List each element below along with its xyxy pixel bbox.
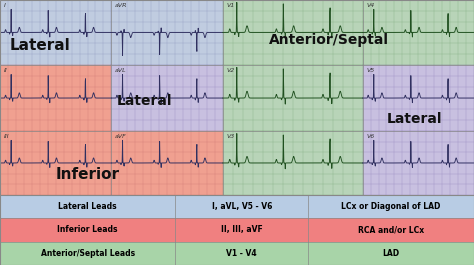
FancyBboxPatch shape (0, 131, 111, 195)
Text: aVL: aVL (115, 68, 127, 73)
Text: aVR: aVR (115, 3, 128, 8)
Text: V2: V2 (227, 68, 235, 73)
Text: V5: V5 (366, 68, 374, 73)
Text: I: I (4, 3, 6, 8)
Text: III: III (4, 134, 9, 139)
FancyBboxPatch shape (223, 0, 363, 65)
FancyBboxPatch shape (111, 0, 223, 65)
Text: V3: V3 (227, 134, 235, 139)
Text: Lateral: Lateral (387, 112, 443, 126)
Text: Lateral Leads: Lateral Leads (58, 202, 117, 211)
Text: LAD: LAD (383, 249, 400, 258)
Text: Inferior Leads: Inferior Leads (57, 226, 118, 234)
Text: aVF: aVF (115, 134, 127, 139)
Text: II: II (4, 68, 8, 73)
FancyBboxPatch shape (363, 131, 474, 195)
Text: V1: V1 (227, 3, 235, 8)
Text: II, III, aVF: II, III, aVF (221, 226, 263, 234)
Text: V1 - V4: V1 - V4 (227, 249, 257, 258)
FancyBboxPatch shape (0, 195, 474, 218)
Text: Anterior/Septal: Anterior/Septal (269, 33, 390, 47)
FancyBboxPatch shape (0, 65, 111, 131)
FancyBboxPatch shape (363, 0, 474, 65)
Text: I, aVL, V5 - V6: I, aVL, V5 - V6 (211, 202, 272, 211)
Text: V4: V4 (366, 3, 374, 8)
FancyBboxPatch shape (0, 0, 111, 65)
Text: RCA and/or LCx: RCA and/or LCx (358, 226, 424, 234)
Text: Lateral: Lateral (117, 94, 173, 108)
Text: V6: V6 (366, 134, 374, 139)
FancyBboxPatch shape (0, 218, 474, 242)
FancyBboxPatch shape (111, 65, 223, 131)
FancyBboxPatch shape (0, 242, 474, 265)
FancyBboxPatch shape (223, 65, 363, 131)
FancyBboxPatch shape (111, 131, 223, 195)
Text: LCx or Diagonal of LAD: LCx or Diagonal of LAD (341, 202, 441, 211)
Text: Anterior/Septal Leads: Anterior/Septal Leads (41, 249, 135, 258)
Text: Lateral: Lateral (10, 38, 71, 52)
FancyBboxPatch shape (363, 65, 474, 131)
FancyBboxPatch shape (223, 131, 363, 195)
Text: Inferior: Inferior (55, 167, 120, 182)
